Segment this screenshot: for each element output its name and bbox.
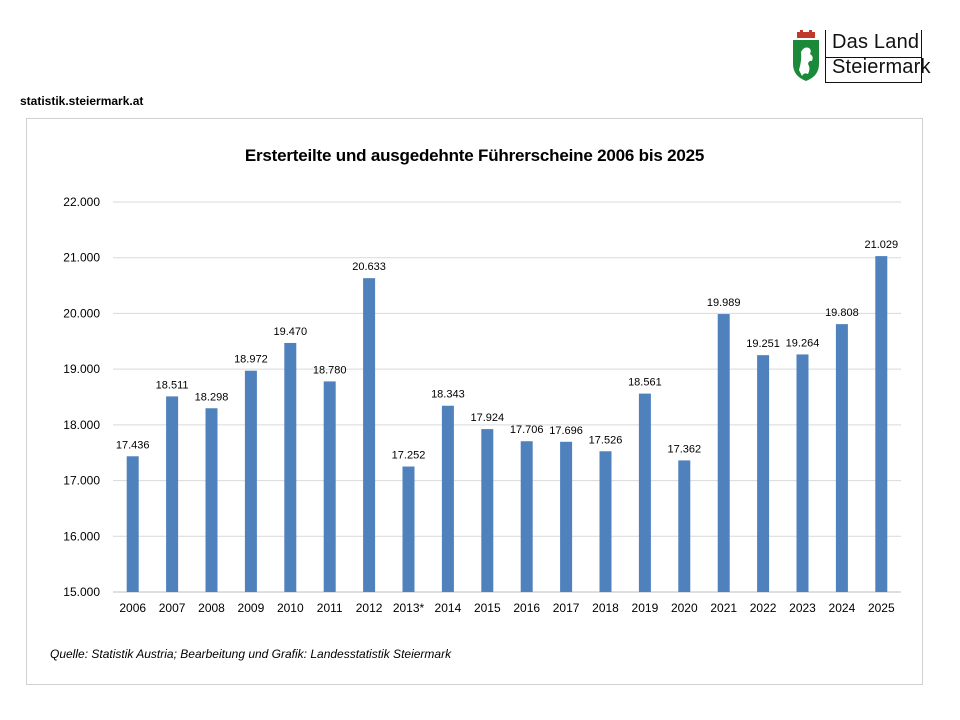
x-tick-label: 2008 bbox=[198, 601, 225, 615]
bar bbox=[757, 355, 770, 592]
bar-value-label: 17.252 bbox=[392, 450, 426, 462]
x-tick-label: 2013* bbox=[393, 601, 425, 615]
y-tick-label: 18.000 bbox=[63, 418, 100, 432]
x-tick-label: 2019 bbox=[632, 601, 659, 615]
x-tick-label: 2022 bbox=[750, 601, 777, 615]
bar-value-label: 17.696 bbox=[549, 425, 583, 437]
bar-value-label: 19.989 bbox=[707, 297, 741, 309]
x-tick-label: 2009 bbox=[238, 601, 265, 615]
bar-value-label: 18.972 bbox=[234, 354, 268, 366]
bar-value-label: 18.561 bbox=[628, 377, 662, 389]
bar-value-label: 19.264 bbox=[786, 337, 820, 349]
bar bbox=[520, 441, 533, 592]
bar-value-label: 18.511 bbox=[156, 379, 189, 391]
x-tick-label: 2024 bbox=[829, 601, 856, 615]
bar bbox=[363, 278, 376, 592]
y-tick-label: 17.000 bbox=[63, 474, 100, 488]
bar bbox=[481, 429, 494, 592]
bar-value-label: 20.633 bbox=[352, 261, 386, 273]
bar bbox=[599, 451, 612, 592]
bar bbox=[835, 324, 848, 592]
bar-value-label: 18.780 bbox=[313, 364, 347, 376]
das-land-steiermark-logo: Das Land Steiermark bbox=[790, 30, 931, 84]
x-tick-label: 2021 bbox=[710, 601, 737, 615]
source-note: Quelle: Statistik Austria; Bearbeitung u… bbox=[50, 647, 452, 661]
bar-value-label: 17.526 bbox=[589, 434, 623, 446]
logo-divider bbox=[826, 57, 921, 58]
y-tick-label: 22.000 bbox=[63, 195, 100, 209]
chart-frame bbox=[26, 118, 923, 685]
bar bbox=[678, 460, 691, 592]
x-tick-label: 2012 bbox=[356, 601, 383, 615]
bar bbox=[560, 441, 573, 592]
x-tick-label: 2023 bbox=[789, 601, 816, 615]
x-tick-label: 2018 bbox=[592, 601, 619, 615]
x-tick-label: 2006 bbox=[119, 601, 146, 615]
bar-value-label: 17.924 bbox=[470, 412, 504, 424]
bar-value-label: 19.470 bbox=[273, 326, 307, 338]
x-tick-label: 2007 bbox=[159, 601, 186, 615]
y-tick-label: 16.000 bbox=[63, 529, 100, 543]
bar-value-label: 18.343 bbox=[431, 389, 465, 401]
x-tick-label: 2011 bbox=[317, 601, 343, 615]
y-tick-label: 20.000 bbox=[63, 306, 100, 320]
bar bbox=[796, 354, 809, 592]
chart-title: Ersterteilte und ausgedehnte Führerschei… bbox=[244, 146, 705, 165]
x-tick-label: 2010 bbox=[277, 601, 304, 615]
bar-value-label: 19.808 bbox=[825, 307, 859, 319]
bar bbox=[166, 396, 179, 592]
bar bbox=[205, 408, 218, 592]
y-tick-label: 19.000 bbox=[63, 362, 100, 376]
bar-value-label: 19.251 bbox=[746, 338, 780, 350]
x-tick-label: 2025 bbox=[868, 601, 895, 615]
bar bbox=[402, 466, 415, 592]
bar bbox=[244, 370, 257, 592]
bar bbox=[875, 256, 888, 592]
x-tick-label: 2015 bbox=[474, 601, 501, 615]
x-tick-label: 2020 bbox=[671, 601, 698, 615]
bar-value-label: 18.298 bbox=[195, 391, 229, 403]
bar-value-label: 17.706 bbox=[510, 424, 544, 436]
logo-text-line2: Steiermark bbox=[832, 56, 931, 78]
logo-text-line1: Das Land bbox=[832, 31, 920, 53]
steiermark-panther-shield-icon bbox=[793, 30, 819, 81]
y-tick-label: 15.000 bbox=[63, 585, 100, 599]
bar bbox=[126, 456, 139, 592]
bar-value-label: 17.362 bbox=[667, 443, 701, 455]
bar-value-label: 21.029 bbox=[864, 239, 898, 251]
x-tick-label: 2014 bbox=[435, 601, 462, 615]
bar bbox=[323, 381, 336, 592]
bar bbox=[717, 314, 730, 592]
x-tick-label: 2017 bbox=[553, 601, 580, 615]
bar bbox=[441, 405, 454, 592]
bar-value-label: 17.436 bbox=[116, 439, 150, 451]
bar bbox=[638, 393, 651, 592]
x-tick-label: 2016 bbox=[513, 601, 540, 615]
site-label: statistik.steiermark.at bbox=[20, 94, 144, 108]
bar bbox=[284, 342, 297, 592]
logo-text-box: Das Land Steiermark bbox=[825, 30, 931, 83]
y-tick-label: 21.000 bbox=[63, 251, 100, 265]
